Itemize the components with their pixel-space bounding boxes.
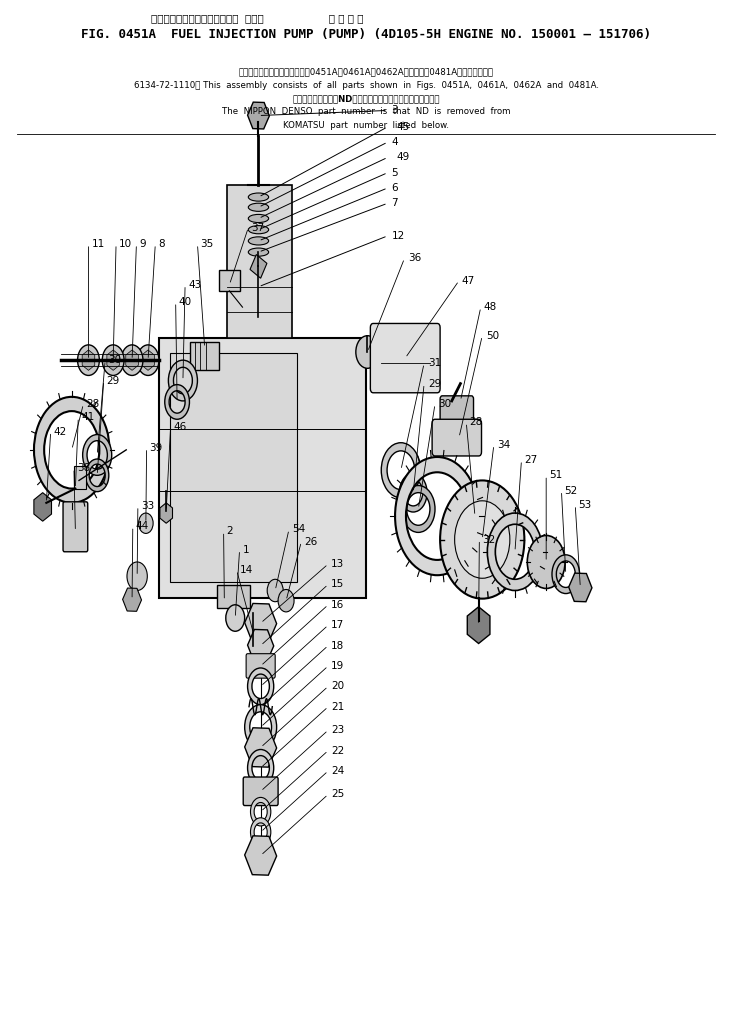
Text: 28: 28 — [86, 399, 100, 409]
Text: 30: 30 — [438, 399, 452, 409]
Text: 27: 27 — [524, 455, 537, 465]
Text: 23: 23 — [331, 726, 344, 735]
Text: 19: 19 — [331, 661, 344, 670]
Text: 9: 9 — [139, 239, 146, 249]
Bar — [217, 586, 250, 608]
FancyBboxPatch shape — [370, 324, 440, 392]
Text: 53: 53 — [578, 500, 591, 510]
Text: 12: 12 — [392, 231, 405, 241]
Text: 33: 33 — [141, 501, 154, 511]
Ellipse shape — [248, 237, 269, 245]
Text: 2: 2 — [226, 526, 233, 537]
Circle shape — [138, 513, 153, 533]
Text: 52: 52 — [564, 485, 578, 496]
Text: KOMATSU  part  number  listed  below.: KOMATSU part number listed below. — [283, 121, 449, 130]
Text: 29: 29 — [427, 378, 441, 388]
Text: 30: 30 — [108, 356, 122, 365]
Text: 29: 29 — [107, 375, 120, 385]
Text: 25: 25 — [331, 789, 344, 799]
Bar — [220, 271, 239, 291]
FancyBboxPatch shape — [243, 777, 278, 805]
Ellipse shape — [248, 203, 269, 212]
Text: The  NIPPON  DENSO  part  number  is  that  ND  is  removed  from: The NIPPON DENSO part number is that ND … — [222, 107, 510, 117]
Text: 14: 14 — [239, 565, 253, 575]
Circle shape — [137, 344, 159, 375]
Text: FIG. 0451A  FUEL INJECTION PUMP (PUMP) (4D105-5H ENGINE NO. 150001 – 151706): FIG. 0451A FUEL INJECTION PUMP (PUMP) (4… — [81, 28, 651, 41]
Text: 18: 18 — [331, 641, 344, 651]
Circle shape — [455, 501, 510, 578]
Text: 15: 15 — [331, 579, 344, 590]
Circle shape — [122, 344, 143, 375]
Text: 10: 10 — [119, 239, 132, 249]
Circle shape — [356, 335, 379, 368]
Text: 47: 47 — [462, 276, 475, 286]
Text: 6: 6 — [392, 183, 398, 193]
Text: 45: 45 — [397, 122, 410, 132]
Text: 6134-72-1110： This  assembly  consists  of  all  parts  shown  in  Figs.  0451A,: 6134-72-1110： This assembly consists of … — [133, 81, 599, 90]
Circle shape — [225, 605, 244, 632]
Bar — [159, 337, 366, 598]
Circle shape — [527, 536, 565, 589]
Text: 48: 48 — [484, 303, 497, 312]
Text: 4: 4 — [392, 137, 398, 147]
Text: 35: 35 — [201, 239, 214, 249]
Circle shape — [440, 480, 524, 599]
Text: 17: 17 — [331, 620, 344, 631]
Text: 5: 5 — [392, 168, 398, 178]
Circle shape — [278, 590, 294, 612]
Text: 36: 36 — [408, 253, 422, 264]
Text: 44: 44 — [135, 521, 149, 531]
Ellipse shape — [248, 215, 269, 223]
Bar — [74, 466, 86, 489]
FancyBboxPatch shape — [440, 396, 474, 422]
Text: 51: 51 — [549, 470, 562, 480]
Text: 24: 24 — [331, 765, 344, 776]
Text: 7: 7 — [392, 198, 398, 208]
Text: 16: 16 — [331, 600, 344, 610]
Ellipse shape — [248, 193, 269, 201]
Text: 54: 54 — [292, 524, 305, 535]
Text: 3: 3 — [392, 105, 398, 115]
FancyBboxPatch shape — [246, 654, 275, 679]
Circle shape — [127, 562, 147, 591]
FancyBboxPatch shape — [63, 502, 88, 552]
Text: 40: 40 — [179, 297, 192, 307]
Text: 41: 41 — [81, 412, 94, 422]
Text: 26: 26 — [305, 537, 318, 547]
Ellipse shape — [248, 226, 269, 234]
Text: 32: 32 — [482, 535, 496, 545]
Circle shape — [78, 344, 100, 375]
Text: 31: 31 — [427, 359, 441, 368]
Text: 38: 38 — [77, 463, 90, 473]
Text: 49: 49 — [397, 152, 410, 162]
Text: 11: 11 — [92, 239, 105, 249]
Text: 13: 13 — [331, 559, 344, 569]
Bar — [226, 185, 292, 337]
Bar — [170, 353, 297, 583]
Text: 20: 20 — [331, 682, 344, 691]
Text: 50: 50 — [486, 331, 499, 340]
Circle shape — [267, 579, 283, 602]
Text: 28: 28 — [469, 417, 482, 427]
Text: 43: 43 — [188, 280, 201, 289]
Text: 46: 46 — [173, 422, 187, 432]
Circle shape — [102, 344, 124, 375]
Bar — [190, 341, 220, 370]
Text: 34: 34 — [497, 439, 510, 450]
Text: 品番のメーカー記号NDを抜いたものが日本電装の品番です。: 品番のメーカー記号NDを抜いたものが日本電装の品番です。 — [292, 94, 440, 103]
Text: 21: 21 — [331, 702, 344, 711]
Text: このアセンブリの構成部品は第0451A、0461A、0462A図および第0481A図を含みます。: このアセンブリの構成部品は第0451A、0461A、0462A図および第0481… — [239, 67, 493, 77]
Text: 39: 39 — [149, 443, 163, 453]
Ellipse shape — [248, 248, 269, 257]
Text: 8: 8 — [158, 239, 165, 249]
Text: 37: 37 — [251, 223, 264, 233]
Text: 1: 1 — [242, 545, 249, 555]
FancyBboxPatch shape — [432, 419, 482, 456]
Text: 42: 42 — [53, 426, 67, 436]
Text: 22: 22 — [331, 745, 344, 755]
Text: フェルインジェクションポンプ  ポンプ                    適 用 号 機: フェルインジェクションポンプ ポンプ 適 用 号 機 — [151, 13, 363, 24]
